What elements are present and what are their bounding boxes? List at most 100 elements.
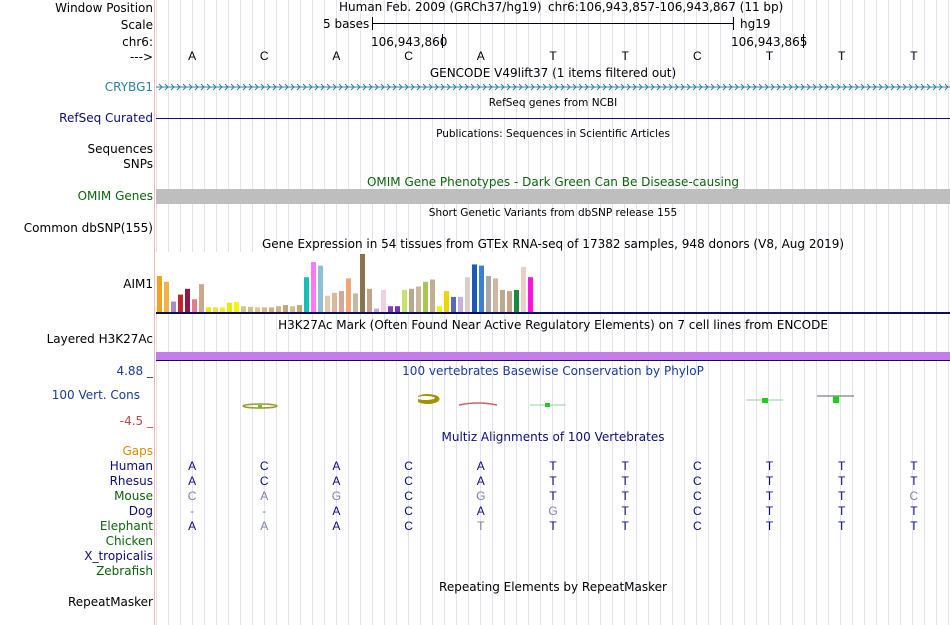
species-label[interactable]: Dog [128, 504, 153, 518]
gtex-tissue-bar[interactable] [206, 307, 211, 312]
gtex-tissue-bar[interactable] [367, 288, 372, 312]
snps-label[interactable]: SNPs [123, 157, 153, 171]
gtex-tissue-bar[interactable] [493, 278, 498, 312]
ruler-base: T [549, 49, 557, 63]
gencode-gene-line[interactable] [156, 80, 950, 94]
gtex-tissue-bar[interactable] [178, 294, 183, 312]
omim-feature-bar[interactable] [156, 189, 950, 204]
multiz-track-title[interactable]: Multiz Alignments of 100 Vertebrates [441, 430, 665, 444]
alignment-base: T [765, 474, 774, 488]
alignment-base: T [549, 489, 557, 503]
gtex-gene-label[interactable]: AIM1 [123, 277, 153, 291]
dbsnp-label[interactable]: Common dbSNP(155) [23, 221, 153, 235]
gtex-tissue-bar[interactable] [507, 291, 512, 312]
gtex-tissue-bar[interactable] [283, 305, 288, 312]
gtex-tissue-bar[interactable] [409, 288, 414, 312]
gtex-tissue-bar[interactable] [416, 286, 421, 312]
refseq-label[interactable]: RefSeq Curated [59, 111, 153, 125]
gtex-tissue-bar[interactable] [353, 293, 358, 312]
gtex-tissue-bar[interactable] [423, 281, 428, 312]
h3k27ac-track-title[interactable]: H3K27Ac Mark (Often Found Near Active Re… [278, 318, 828, 332]
gencode-gene-name[interactable]: CRYBG1 [104, 80, 153, 94]
gtex-tissue-bar[interactable] [255, 307, 260, 312]
repeatmasker-label[interactable]: RepeatMasker [67, 595, 153, 609]
phylop-label[interactable]: 100 Vert. Cons [51, 388, 140, 402]
gtex-tissue-bar[interactable] [290, 306, 295, 312]
strand-chevron [638, 83, 643, 91]
gtex-tissue-bar[interactable] [227, 302, 232, 312]
phylop-graph[interactable] [156, 380, 950, 420]
dbsnp-track-title[interactable]: Short Genetic Variants from dbSNP releas… [428, 207, 678, 219]
gtex-tissue-bar[interactable] [241, 306, 246, 312]
gtex-tissue-bar[interactable] [444, 291, 449, 312]
gtex-tissue-bar[interactable] [479, 265, 484, 312]
gtex-tissue-bar[interactable] [318, 265, 323, 312]
gtex-tissue-bar[interactable] [304, 277, 309, 312]
gtex-tissue-bar[interactable] [458, 296, 463, 312]
h3k27ac-label[interactable]: Layered H3K27Ac [46, 332, 153, 346]
gtex-tissue-bar[interactable] [213, 307, 218, 312]
gtex-tissue-bar[interactable] [374, 308, 379, 312]
gtex-tissue-bar[interactable] [486, 276, 491, 312]
publications-track-title[interactable]: Publications: Sequences in Scientific Ar… [436, 128, 670, 140]
refseq-track-title[interactable]: RefSeq genes from NCBI [488, 97, 618, 109]
phylop-track-title[interactable]: 100 vertebrates Basewise Conservation by… [402, 364, 704, 378]
gtex-tissue-bar[interactable] [381, 289, 386, 312]
species-label[interactable]: Zebrafish [96, 564, 153, 578]
gtex-tissue-bar[interactable] [472, 264, 477, 312]
species-label[interactable]: Human [109, 459, 153, 473]
gencode-track-title[interactable]: GENCODE V49lift37 (1 items filtered out) [429, 66, 677, 80]
gtex-tissue-bar[interactable] [521, 266, 526, 312]
position-text[interactable]: chr6:106,943,857-106,943,867 (11 bp) [548, 0, 784, 14]
sequences-label[interactable]: Sequences [87, 142, 153, 156]
gtex-tissue-bar[interactable] [157, 276, 162, 312]
gtex-tissue-bar[interactable] [451, 296, 456, 312]
strand-chevron [344, 83, 349, 91]
gaps-label[interactable]: Gaps [122, 444, 153, 458]
gtex-tissue-bar[interactable] [269, 307, 274, 312]
repeatmasker-track-title[interactable]: Repeating Elements by RepeatMasker [439, 580, 667, 594]
species-label[interactable]: Chicken [105, 534, 153, 548]
gtex-tissue-bar[interactable] [325, 295, 330, 312]
gtex-tissue-bar[interactable] [234, 302, 239, 312]
species-label[interactable]: Rhesus [109, 474, 153, 488]
gtex-tissue-bar[interactable] [437, 306, 442, 312]
omim-label[interactable]: OMIM Genes [77, 189, 153, 203]
gtex-tissue-bar[interactable] [171, 301, 176, 312]
gtex-tissue-bar[interactable] [276, 306, 281, 312]
gtex-tissue-bar[interactable] [220, 307, 225, 312]
gtex-tissue-bar[interactable] [528, 277, 533, 312]
strand-chevron [788, 83, 793, 91]
gtex-tissue-bar[interactable] [199, 284, 204, 312]
gtex-tissue-bar[interactable] [248, 306, 253, 312]
gtex-tissue-bar[interactable] [297, 305, 302, 312]
gtex-tissue-bar[interactable] [402, 289, 407, 312]
gencode-gene-label[interactable]: CRYBG1 [105, 80, 153, 94]
gtex-tissue-bar[interactable] [332, 292, 337, 312]
gtex-tissue-bar[interactable] [388, 306, 393, 312]
strand-chevron [200, 83, 205, 91]
omim-track-title[interactable]: OMIM Gene Phenotypes - Dark Green Can Be… [366, 175, 740, 189]
gtex-tissue-bar[interactable] [339, 291, 344, 312]
gtex-tissue-bar[interactable] [262, 307, 267, 312]
alignment-base: T [765, 504, 774, 518]
refseq-gene-line[interactable] [156, 118, 950, 119]
strand-chevron [926, 83, 931, 91]
gtex-tissue-bar[interactable] [346, 278, 351, 312]
gtex-tissue-bar[interactable] [395, 306, 400, 312]
gtex-tissue-bar[interactable] [430, 279, 435, 312]
gtex-tissue-bar[interactable] [465, 277, 470, 312]
species-label[interactable]: Mouse [114, 489, 153, 503]
gtex-tissue-bar[interactable] [311, 262, 316, 312]
gtex-tissue-bar[interactable] [164, 281, 169, 312]
gtex-tissue-bar[interactable] [360, 254, 365, 312]
gtex-tissue-bar[interactable] [500, 289, 505, 312]
gtex-tissue-bar[interactable] [192, 299, 197, 312]
gtex-tissue-bar[interactable] [185, 288, 190, 312]
gtex-track-title[interactable]: Gene Expression in 54 tissues from GTEx … [261, 237, 845, 251]
gtex-tissue-bar[interactable] [514, 289, 519, 312]
species-label[interactable]: Elephant [99, 519, 153, 533]
h3k27ac-signal-bar[interactable] [156, 352, 950, 360]
species-label[interactable]: X_tropicalis [84, 549, 153, 563]
gtex-bar-chart[interactable] [156, 252, 534, 313]
